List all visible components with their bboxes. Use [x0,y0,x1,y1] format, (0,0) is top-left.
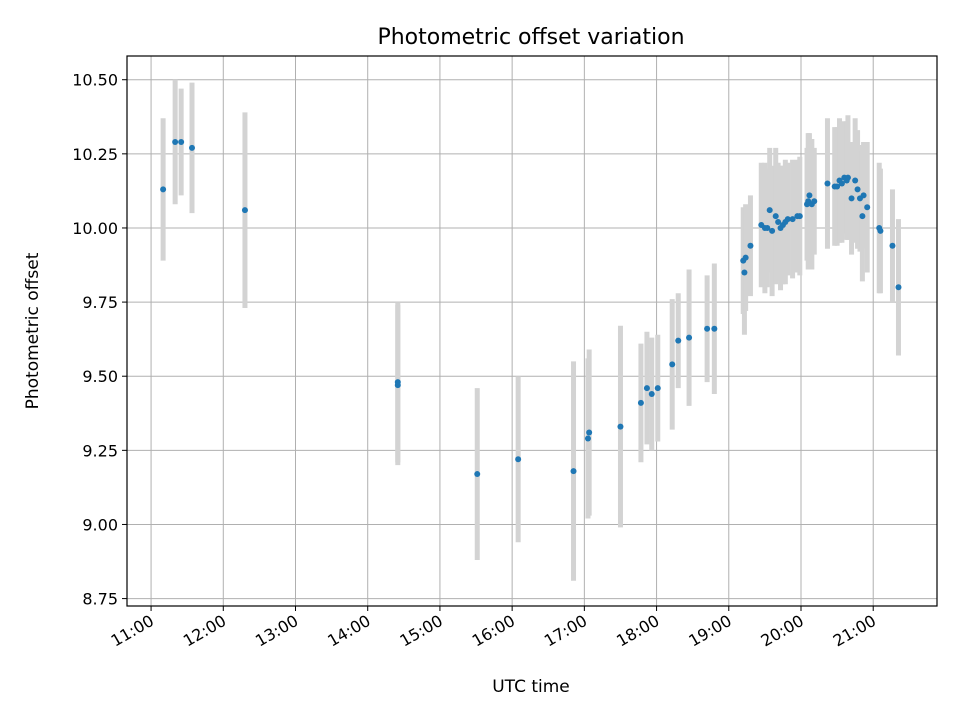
data-point [241,207,248,214]
data-point [704,325,711,332]
x-axis-label: UTC time [492,677,570,697]
data-point [764,224,771,231]
data-point [586,429,593,436]
data-point [864,204,871,211]
x-tick-label: 15:00 [396,611,445,651]
data-point [643,385,650,392]
data-point [844,174,851,181]
y-tick-label: 9.50 [82,367,118,386]
y-tick-label: 8.75 [82,590,118,609]
data-points [160,138,902,478]
x-tick-label: 14:00 [324,611,373,651]
data-point [654,385,661,392]
data-point [188,144,195,151]
y-tick-label: 9.00 [82,515,118,534]
data-point [747,242,754,249]
data-point [848,195,855,202]
data-point [675,337,682,344]
y-tick-label: 10.00 [72,219,118,238]
data-point [775,219,782,226]
data-point [160,186,167,193]
data-point [394,382,401,389]
data-point [515,456,522,463]
grid-lines [127,56,937,606]
y-tick-label: 9.25 [82,441,118,460]
data-point [617,423,624,430]
data-point [852,177,859,184]
data-point [742,254,749,261]
data-point [772,213,779,220]
y-tick-label: 10.25 [72,145,118,164]
data-point [784,216,791,223]
x-tick-label: 13:00 [252,611,301,651]
data-point [796,213,803,220]
x-tick-label: 19:00 [685,611,734,651]
data-point [889,242,896,249]
x-tick-label: 11:00 [108,611,157,651]
y-tick-label: 10.50 [72,71,118,90]
y-tick-label: 9.75 [82,293,118,312]
data-point [711,325,718,332]
x-tick-label: 20:00 [758,611,807,651]
data-point [895,284,902,291]
data-point [172,138,179,145]
x-axis-ticks: 11:00 12:00 13:00 14:00 15:00 16:00 17:00 18:00… [108,606,879,651]
data-point [854,186,861,193]
error-bars [160,79,901,581]
y-axis-label: Photometric offset [23,252,43,409]
data-point [669,361,676,368]
data-point [637,399,644,406]
data-point [789,216,796,223]
data-point [570,468,577,475]
x-tick-label: 16:00 [469,611,518,651]
data-point [834,183,841,190]
data-point [860,192,867,199]
data-point [811,198,818,205]
x-tick-label: 21:00 [830,611,879,651]
data-point [584,435,591,442]
data-point [877,227,884,234]
x-tick-label: 17:00 [541,611,590,651]
data-point [741,269,748,276]
data-point [859,213,866,220]
y-axis-ticks: 8.75 9.00 9.25 9.50 9.75 10.00 10.25 10.50 [72,71,127,609]
data-point [648,391,655,398]
x-tick-label: 12:00 [180,611,229,651]
data-point [474,471,481,478]
data-point [838,180,845,187]
data-point [806,192,813,199]
data-point [824,180,831,187]
data-point [178,138,185,145]
data-point [769,227,776,234]
data-point [766,207,773,214]
chart-title: Photometric offset variation [377,25,684,50]
data-point [686,334,693,341]
x-tick-label: 18:00 [613,611,662,651]
plot-frame [126,55,938,607]
